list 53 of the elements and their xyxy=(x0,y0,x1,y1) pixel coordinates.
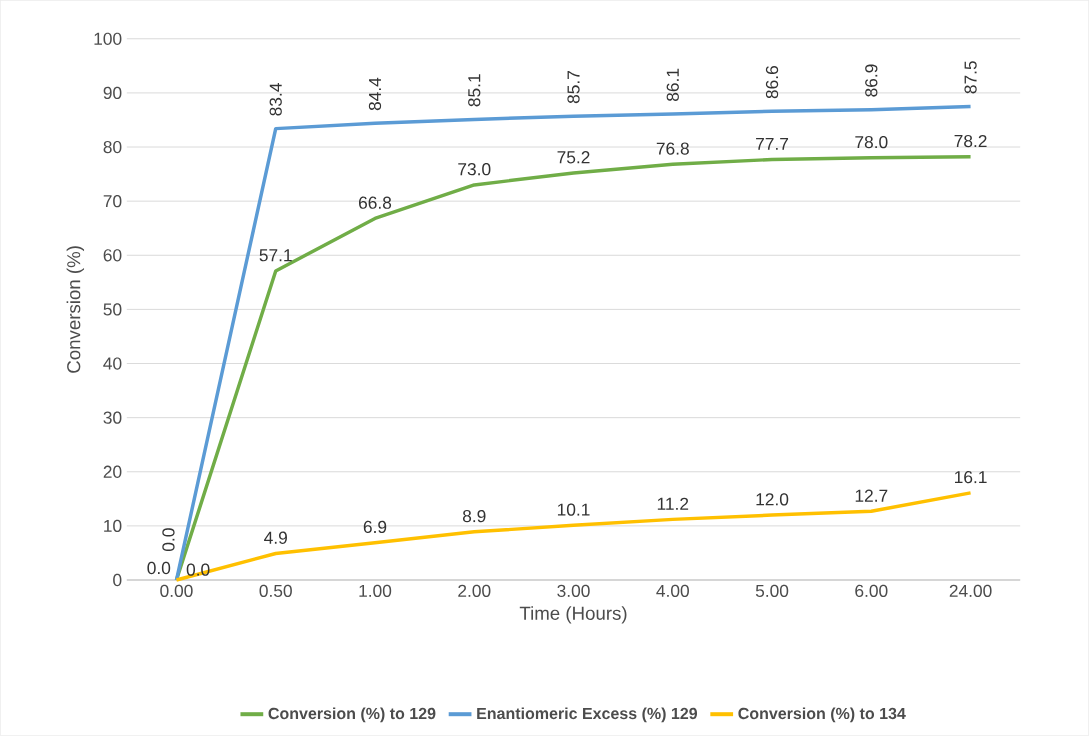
x-tick-label: 6.00 xyxy=(855,584,888,598)
data-label: 12.0 xyxy=(756,493,789,506)
y-tick-label: 70 xyxy=(103,195,122,208)
data-label: 86.1 xyxy=(666,68,679,102)
x-tick-label: 5.00 xyxy=(755,584,789,598)
x-tick-label: 0.00 xyxy=(160,584,193,598)
data-label: 77.7 xyxy=(756,138,789,150)
data-label: 6.9 xyxy=(363,520,387,534)
data-label: 10.1 xyxy=(557,503,590,516)
y-tick-label: 60 xyxy=(103,249,122,262)
data-label: 85.7 xyxy=(567,71,580,104)
data-label: 83.4 xyxy=(269,83,282,116)
data-label: 78.2 xyxy=(954,134,987,148)
data-label: 86.6 xyxy=(765,66,779,99)
legend-label: Conversion (%) to 134 xyxy=(738,707,906,723)
y-tick-label: 20 xyxy=(103,465,122,478)
x-tick-label: 2.00 xyxy=(458,584,491,598)
y-tick-label: 80 xyxy=(103,140,122,154)
x-tick-label: 24.00 xyxy=(949,584,992,598)
data-label: 86.9 xyxy=(865,64,878,97)
data-label: 0.0 xyxy=(186,563,210,576)
y-tick-label: 50 xyxy=(103,303,122,316)
data-label: 12.7 xyxy=(855,489,888,502)
x-tick-label: 4.00 xyxy=(656,584,689,598)
y-tick-label: 0 xyxy=(113,573,122,587)
y-tick-label: 100 xyxy=(94,32,122,45)
data-label: 87.5 xyxy=(964,61,977,94)
legend-label: Enantiomeric Excess (%) 129 xyxy=(477,707,698,723)
data-label: 75.2 xyxy=(557,151,590,164)
data-label: 11.2 xyxy=(657,497,689,510)
data-label: 76.8 xyxy=(656,142,689,155)
y-axis-title: Conversion (%) xyxy=(66,246,85,373)
line-series xyxy=(174,491,973,582)
data-label: 8.9 xyxy=(462,510,486,523)
data-label: 78.0 xyxy=(855,136,888,149)
data-label: 0.0 xyxy=(147,561,171,575)
data-label: 16.1 xyxy=(955,471,987,484)
x-tick-label: 3.00 xyxy=(557,584,590,598)
data-label: 66.8 xyxy=(358,196,392,209)
y-tick-label: 40 xyxy=(103,357,122,370)
y-tick-label: 30 xyxy=(103,411,122,424)
data-label: 85.1 xyxy=(468,74,481,107)
data-label: 84.4 xyxy=(368,77,382,111)
y-tick-label: 10 xyxy=(104,519,122,533)
x-axis-title: Time (Hours) xyxy=(519,606,627,624)
legend-label: Conversion (%) to 129 xyxy=(268,707,436,723)
y-tick-label: 90 xyxy=(103,86,122,100)
data-label: 57.1 xyxy=(259,249,292,262)
x-tick-label: 0.50 xyxy=(259,584,292,598)
data-label: 73.0 xyxy=(458,163,491,176)
data-label: 4.9 xyxy=(264,531,287,544)
data-label: 0.0 xyxy=(162,528,175,552)
x-tick-label: 1.00 xyxy=(359,584,392,598)
